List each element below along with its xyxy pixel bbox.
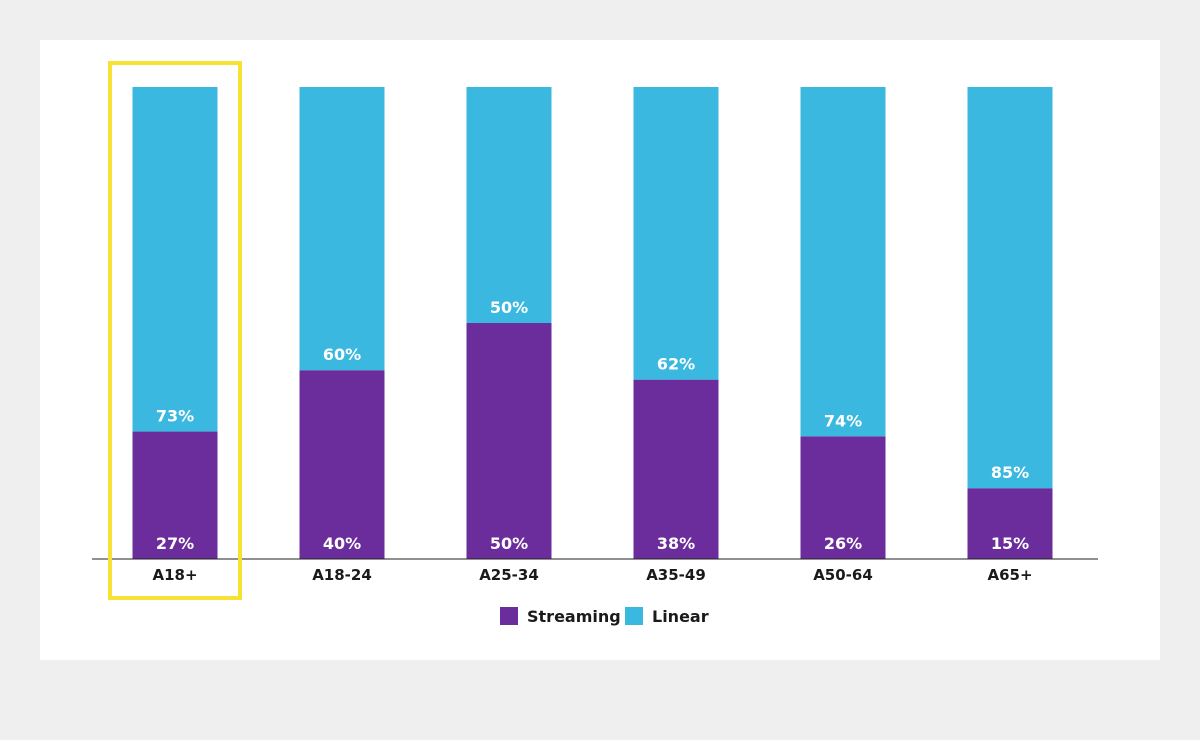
data-label-streaming-a50-64: 26% — [824, 534, 862, 553]
category-label-a25-34: A25-34 — [479, 566, 539, 584]
data-label-streaming-a25-34: 50% — [490, 534, 528, 553]
bar-linear-a18+ — [132, 87, 218, 432]
category-labels: A18+ A18-24 A25-34 A35-49 A50-64 A65+ — [152, 566, 1032, 584]
data-label-streaming-a18-24: 40% — [323, 534, 361, 553]
bar-streaming-a25-34 — [466, 323, 552, 559]
bar-streaming-a18+ — [132, 431, 218, 559]
stacked-bar-chart: 27% 73% 40% 60% 50% 50% 38% 62% 26% 74% 15% 85% A18… — [92, 61, 1098, 626]
bar-linear-a50-64 — [800, 87, 886, 437]
data-label-linear-a65+: 85% — [991, 463, 1029, 482]
category-label-a35-49: A35-49 — [646, 566, 706, 584]
data-label-linear-a50-64: 74% — [824, 411, 862, 430]
legend-swatch-linear — [625, 607, 643, 625]
category-label-a18+: A18+ — [152, 566, 197, 584]
legend-label-linear: Linear — [652, 607, 709, 626]
chart-card: 27% 73% 40% 60% 50% 50% 38% 62% 26% 74% 15% 85% A18… — [40, 40, 1160, 660]
data-label-linear-a18-24: 60% — [323, 345, 361, 364]
category-label-a65+: A65+ — [987, 566, 1032, 584]
bar-streaming-a35-49 — [633, 379, 719, 559]
data-label-streaming-a18+: 27% — [156, 534, 194, 553]
bar-streaming-a50-64 — [800, 436, 886, 559]
bar-linear-a65+ — [967, 87, 1053, 489]
bar-streaming-a18-24 — [299, 370, 385, 559]
bar-linear-a25-34 — [466, 87, 552, 323]
bar-streaming-a65+ — [967, 488, 1053, 559]
data-label-linear-a18+: 73% — [156, 407, 194, 426]
category-label-a18-24: A18-24 — [312, 566, 372, 584]
category-label-a50-64: A50-64 — [813, 566, 873, 584]
bars-group: 27% 73% 40% 60% 50% 50% 38% 62% 26% 74% 15% 85% — [132, 87, 1053, 559]
data-label-linear-a35-49: 62% — [657, 355, 695, 374]
highlight-box — [108, 61, 242, 600]
data-label-streaming-a65+: 15% — [991, 534, 1029, 553]
data-label-linear-a25-34: 50% — [490, 298, 528, 317]
bar-linear-a35-49 — [633, 87, 719, 380]
legend-label-streaming: Streaming — [527, 607, 621, 626]
legend: Streaming Linear — [500, 607, 709, 626]
bar-linear-a18-24 — [299, 87, 385, 371]
legend-swatch-streaming — [500, 607, 518, 625]
data-label-streaming-a35-49: 38% — [657, 534, 695, 553]
